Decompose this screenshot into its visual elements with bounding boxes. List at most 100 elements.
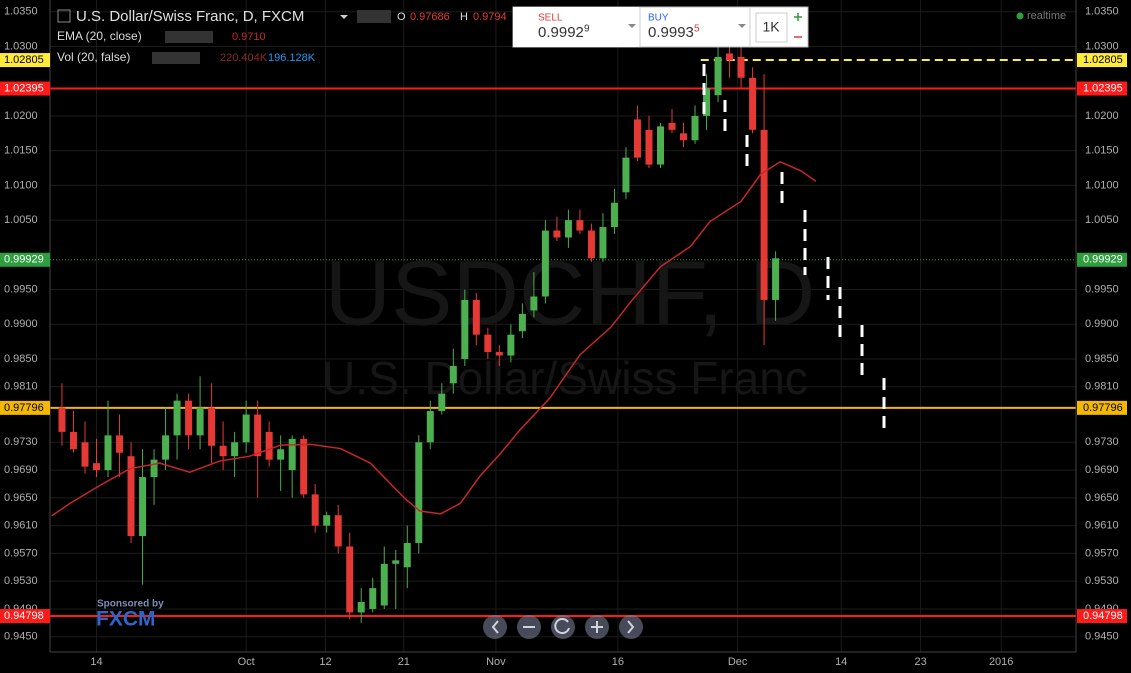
candle-body [380, 563, 388, 606]
y-tick-label: 0.9450 [1085, 631, 1119, 643]
y-tick-label: 0.9610 [1085, 520, 1119, 532]
sponsor-text: Sponsored by [97, 599, 164, 610]
candle-body [311, 494, 319, 526]
candles [58, 36, 780, 623]
candle-body [288, 438, 296, 471]
level-label-bg [1077, 252, 1127, 267]
x-tick-label: Dec [728, 656, 748, 668]
y-tick-label: 0.9730 [1085, 436, 1119, 448]
sell-dropdown[interactable] [628, 24, 636, 28]
buy-pip: 5 [694, 24, 700, 35]
candle-body [231, 442, 239, 457]
volume-ma: 196.128K [268, 52, 316, 64]
ema-icons[interactable] [165, 31, 213, 43]
ema-legend-value: 0.9710 [232, 31, 266, 43]
candle-body [69, 431, 77, 450]
candle-body [587, 230, 595, 259]
candle-body [760, 129, 768, 300]
candle-body [564, 220, 572, 238]
candle-body [127, 456, 135, 537]
icon [627, 620, 635, 634]
x-tick-label: 14 [90, 656, 102, 668]
candle-body [472, 299, 480, 335]
symbol-title: U.S. Dollar/Swiss Franc, D, FXCM [76, 8, 304, 25]
dropdown-arrow[interactable] [340, 15, 348, 19]
ohlc-value: 0.97686 [410, 11, 450, 23]
watermark-subtitle: U.S. Dollar/Swiss Franc [322, 352, 808, 404]
symbol-icon[interactable] [57, 9, 71, 23]
level-label: 0.94798 [1083, 610, 1123, 622]
candle-body [300, 438, 308, 495]
candle-body [81, 442, 89, 467]
candle-body [541, 230, 549, 297]
candle-body [93, 463, 101, 471]
candle-body [576, 220, 584, 231]
candle-body [553, 230, 561, 238]
x-tick-label: 12 [319, 656, 331, 668]
level-label: 1.02395 [4, 82, 44, 94]
candle-body [668, 122, 676, 130]
candle-body [518, 313, 526, 332]
candle-body [277, 449, 285, 460]
y-tick-label: 1.0300 [1085, 40, 1119, 52]
level-label: 0.97796 [4, 402, 44, 414]
y-tick-label: 1.0150 [1085, 145, 1119, 157]
candle-body [461, 299, 469, 359]
y-tick-label: 0.9900 [1085, 318, 1119, 330]
y-tick-label: 0.9810 [4, 381, 38, 393]
x-tick-label: 2016 [989, 656, 1013, 668]
y-tick-label: 1.0150 [4, 145, 38, 157]
y-tick-label: 1.0300 [4, 40, 38, 52]
grid [50, 0, 1076, 652]
watermark: USDCHF, D [325, 242, 816, 344]
y-tick-label: 0.9900 [4, 318, 38, 330]
y-tick-label: 0.9730 [4, 436, 38, 448]
candle-body [599, 227, 607, 259]
y-tick-label: 0.9650 [4, 492, 38, 504]
candle-body [346, 546, 354, 613]
quantity-plus[interactable] [794, 13, 802, 21]
volume-icons[interactable] [152, 52, 200, 64]
candle-body [656, 126, 664, 165]
scroll-left[interactable] [483, 615, 507, 639]
buy-dropdown[interactable] [738, 24, 746, 28]
candle-body [208, 407, 216, 446]
sponsor-brand[interactable]: FXCM [96, 608, 156, 631]
candle-body [426, 411, 434, 443]
candle-body [633, 119, 641, 158]
x-tick-label: Nov [486, 656, 506, 668]
sell-button[interactable] [513, 7, 639, 47]
y-tick-label: 0.9690 [4, 464, 38, 476]
candle-body [185, 400, 193, 436]
candle-body [334, 515, 342, 547]
candle-body [392, 560, 400, 564]
candle-body [507, 334, 515, 356]
ema-line [51, 160, 817, 517]
buy-label: BUY [648, 13, 669, 24]
scroll-right[interactable] [619, 615, 643, 639]
x-tick-label: Oct [238, 656, 255, 668]
sell-label: SELL [538, 13, 563, 24]
icon [491, 620, 499, 634]
candle-body [139, 477, 147, 537]
candle-body [726, 53, 734, 61]
settings-icons[interactable] [357, 10, 391, 23]
y-tick-label: 0.9850 [1085, 353, 1119, 365]
candle-body [484, 334, 492, 353]
y-tick-label: 0.9650 [1085, 492, 1119, 504]
navigation [483, 615, 643, 639]
buy-price: 0.9993 [648, 24, 694, 41]
y-tick-label: 1.0100 [4, 179, 38, 191]
ohlc-label: O [397, 11, 406, 23]
ema-legend: EMA (20, close) [57, 29, 142, 43]
candle-body [415, 442, 423, 543]
y-tick-label: 1.0200 [4, 110, 38, 122]
quantity-box[interactable] [755, 12, 788, 43]
ema [51, 160, 817, 517]
level-label: 1.02395 [1083, 82, 1123, 94]
candle-body [196, 407, 204, 436]
icon [591, 621, 603, 633]
realtime-status: realtime [1027, 10, 1066, 22]
